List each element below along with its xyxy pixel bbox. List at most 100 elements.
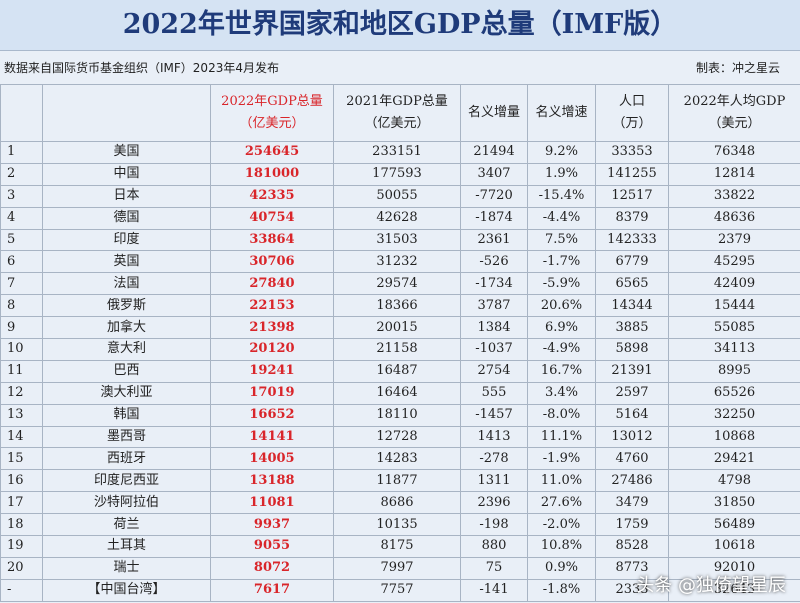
cell: 7.5% — [527, 228, 596, 252]
watermark: 头条 @独倚望星辰 — [636, 575, 786, 596]
cell: 18366 — [333, 294, 461, 318]
cell: 10 — [0, 338, 43, 361]
column-header — [42, 84, 211, 142]
cell: 19241 — [210, 359, 334, 383]
table-row: 17 沙特阿拉伯 11081 8686 2396 27.6% 3479 31850 — [0, 491, 800, 515]
cell: 17019 — [210, 381, 334, 405]
cell: 9937 — [210, 513, 334, 537]
cell: -8.0% — [527, 403, 596, 427]
cell: 6565 — [595, 272, 669, 296]
author: 制表：冲之星云 — [695, 61, 780, 75]
cell: 27486 — [595, 469, 669, 493]
header-line: 2021年GDP总量 — [346, 94, 448, 109]
table-row: 13 韩国 16652 18110 -1457 -8.0% 5164 32250 — [0, 403, 800, 427]
cell: 2333 — [595, 578, 669, 602]
column-header: 2022年GDP总量 （亿美元） — [210, 84, 334, 142]
cell: 16652 — [210, 403, 334, 427]
cell: 11.0% — [527, 469, 596, 493]
cell: 10.8% — [527, 535, 596, 558]
cell: 40754 — [210, 206, 334, 230]
cell: 18 — [0, 513, 43, 537]
cell: 4760 — [595, 447, 669, 471]
cell: -526 — [460, 250, 528, 274]
cell: 14141 — [210, 425, 334, 449]
cell: 1413 — [460, 425, 528, 449]
cell: 印度 — [42, 228, 211, 252]
cell: 18110 — [333, 403, 461, 427]
cell: 巴西 — [42, 359, 211, 383]
cell: 21398 — [210, 316, 334, 340]
cell: 14005 — [210, 447, 334, 471]
table-row: 1 美国 254645 233151 21494 9.2% 33353 76348 — [0, 141, 800, 164]
header-line: 名义增量 — [467, 105, 520, 120]
cell: -1.7% — [527, 250, 596, 274]
cell: 1759 — [595, 513, 669, 537]
cell: 34113 — [668, 338, 800, 361]
cell: 13012 — [595, 425, 669, 449]
cell: 7 — [0, 272, 43, 296]
cell: 10618 — [668, 535, 800, 558]
cell: 16.7% — [527, 359, 596, 383]
cell: 75 — [460, 556, 528, 580]
table-row: 10 意大利 20120 21158 -1037 -4.9% 5898 34113 — [0, 338, 800, 361]
cell: 2754 — [460, 359, 528, 383]
cell: 德国 — [42, 206, 211, 230]
cell: 2 — [0, 162, 43, 186]
cell: 31232 — [333, 250, 461, 274]
header-line: （亿美元） — [239, 116, 305, 131]
cell: 4 — [0, 206, 43, 230]
cell: 16464 — [333, 381, 461, 405]
column-header — [0, 84, 43, 142]
header-line: 2022年人均GDP — [683, 94, 786, 109]
cell: 3407 — [460, 162, 528, 186]
cell: 15 — [0, 447, 43, 471]
cell: 印度尼西亚 — [42, 469, 211, 493]
cell: 3479 — [595, 491, 669, 515]
cell: 14344 — [595, 294, 669, 318]
header-line: 人口 — [618, 94, 645, 109]
cell: 11081 — [210, 491, 334, 515]
cell: 181000 — [210, 162, 334, 186]
cell: 12517 — [595, 184, 669, 208]
cell: -1.8% — [527, 578, 596, 602]
cell: -1874 — [460, 206, 528, 230]
source: 数据来自国际货币基金组织（IMF）2023年4月发布 — [4, 61, 279, 75]
cell: 20 — [0, 556, 43, 580]
cell: 西班牙 — [42, 447, 211, 471]
cell: 33864 — [210, 228, 334, 252]
cell: 9055 — [210, 535, 334, 558]
cell: 254645 — [210, 141, 334, 164]
cell: 142333 — [595, 228, 669, 252]
cell: 6779 — [595, 250, 669, 274]
cell: 8995 — [668, 359, 800, 383]
table-row: 7 法国 27840 29574 -1734 -5.9% 6565 42409 — [0, 272, 800, 296]
cell: -4.9% — [527, 338, 596, 361]
cell: 中国 — [42, 162, 211, 186]
cell: 9.2% — [527, 141, 596, 164]
cell: 141255 — [595, 162, 669, 186]
table-row: 16 印度尼西亚 13188 11877 1311 11.0% 27486 4798 — [0, 469, 800, 493]
cell: -1457 — [460, 403, 528, 427]
table-row: - 【中国台湾】 7617 7757 -141 -1.8% 2333 32643 — [0, 578, 800, 602]
cell: 2396 — [460, 491, 528, 515]
cell: 1311 — [460, 469, 528, 493]
column-header: 名义增速 — [527, 84, 596, 142]
cell: 27.6% — [527, 491, 596, 515]
cell: 20120 — [210, 338, 334, 361]
cell: 17 — [0, 491, 43, 515]
column-header: 2022年人均GDP （美元） — [668, 84, 800, 142]
cell: 2379 — [668, 228, 800, 252]
header-row: 2022年GDP总量 （亿美元） 2021年GDP总量 （亿美元） 名义增量 名义增速 人口… — [0, 84, 800, 142]
cell: 意大利 — [42, 338, 211, 361]
column-header: 名义增量 — [460, 84, 528, 142]
cell: 21494 — [460, 141, 528, 164]
cell: 14283 — [333, 447, 461, 471]
cell: 1.9% — [527, 162, 596, 186]
cell: 2597 — [595, 381, 669, 405]
cell: -278 — [460, 447, 528, 471]
header-line: （亿美元） — [364, 116, 430, 131]
cell: -141 — [460, 578, 528, 602]
cell: 12728 — [333, 425, 461, 449]
cell: 3.4% — [527, 381, 596, 405]
cell: 21391 — [595, 359, 669, 383]
